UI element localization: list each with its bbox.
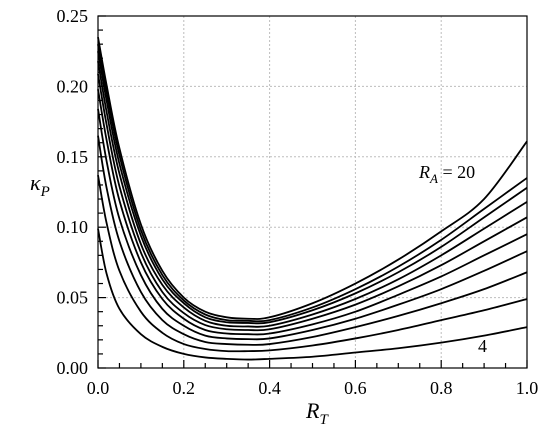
- tick-labels: 0.0 0.2 0.4 0.6 0.8 1.0 0.00 0.05 0.10 0.15 0.20 0.…: [57, 6, 539, 398]
- x-tick-label: 0.6: [344, 378, 367, 398]
- x-tick-label: 0.0: [87, 378, 110, 398]
- x-tick-label: 0.8: [430, 378, 453, 398]
- y-axis-label: κP: [30, 170, 50, 200]
- y-tick-label: 0.20: [57, 76, 89, 96]
- y-tick-label: 0.10: [57, 217, 89, 237]
- x-tick-label: 0.4: [258, 378, 281, 398]
- x-tick-label: 1.0: [516, 378, 539, 398]
- series-line-9: [97, 44, 528, 323]
- series-line-5: [97, 89, 528, 336]
- series-line-8: [97, 51, 528, 325]
- annotation-top: RA = 20: [418, 162, 475, 186]
- series-line-1: [97, 228, 528, 361]
- curves-layer: [97, 36, 528, 361]
- series-line-10: [97, 36, 528, 320]
- series-line-4: [97, 108, 528, 341]
- y-tick-label: 0.25: [57, 6, 89, 26]
- y-tick-label: 0.05: [57, 288, 89, 308]
- series-line-6: [97, 73, 528, 332]
- series-line-2: [97, 174, 528, 353]
- x-axis-label: RT: [305, 398, 329, 428]
- y-tick-label: 0.15: [57, 147, 89, 167]
- ticks-layer: [97, 15, 528, 369]
- y-tick-label: 0.00: [57, 358, 89, 378]
- series-line-3: [97, 135, 528, 346]
- series-line-7: [97, 60, 528, 328]
- annotation-bottom: 4: [478, 336, 487, 356]
- x-tick-label: 0.2: [173, 378, 196, 398]
- grid-layer: [98, 16, 527, 368]
